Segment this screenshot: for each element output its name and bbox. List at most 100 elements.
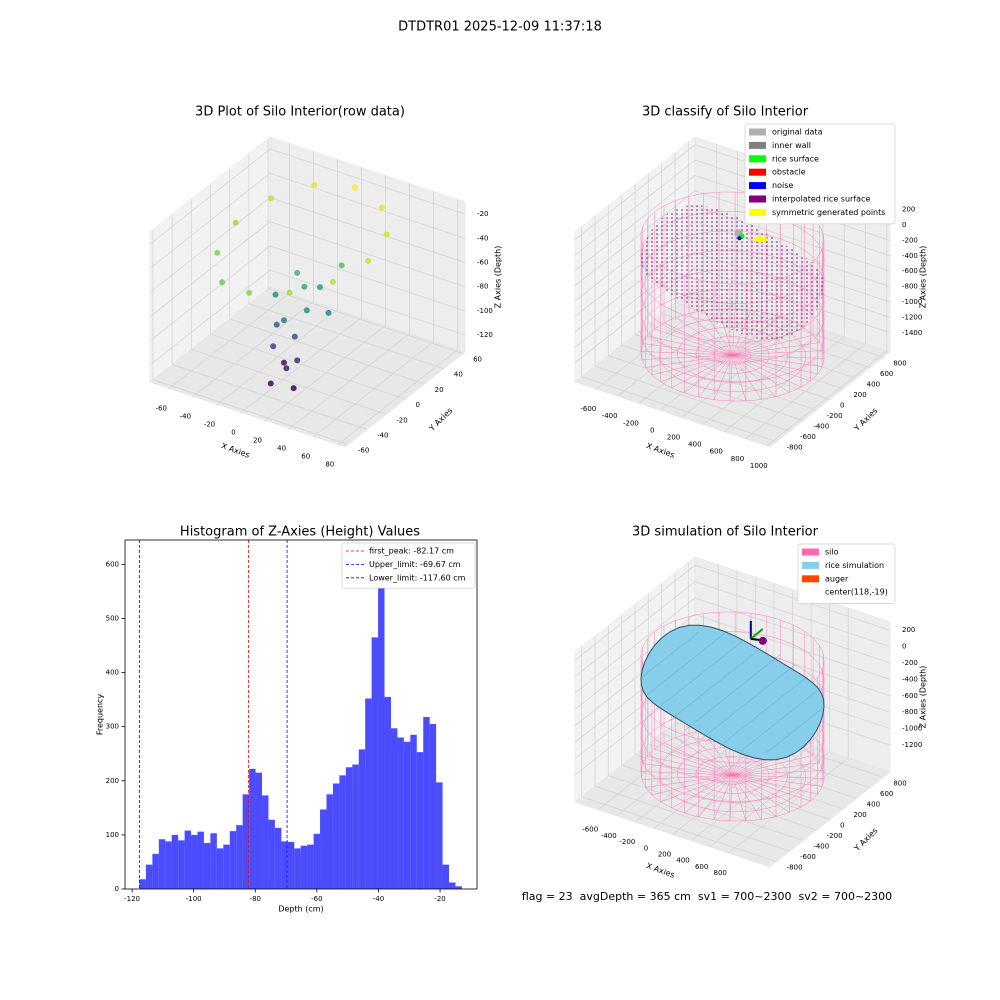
legend-swatch bbox=[802, 548, 819, 556]
bar bbox=[197, 831, 204, 889]
bar bbox=[178, 840, 185, 889]
bar bbox=[281, 841, 288, 889]
data-point bbox=[294, 357, 301, 364]
x-axis-label: X Axies bbox=[220, 441, 251, 460]
y-axis-label: Y Axies bbox=[427, 406, 455, 434]
silo-wire bbox=[732, 354, 790, 393]
bar bbox=[416, 752, 424, 889]
silo-wire bbox=[654, 328, 733, 356]
y-tick-label: -40 bbox=[377, 432, 388, 440]
legend-label: first_peak: -82.17 cm bbox=[369, 547, 454, 556]
silo-wire bbox=[713, 774, 733, 820]
silo-wire bbox=[651, 354, 733, 376]
z-tick-label: -80 bbox=[477, 283, 488, 291]
grid-line bbox=[607, 205, 804, 421]
silo-wire bbox=[732, 354, 811, 382]
chart-title: Histogram of Z-Axies (Height) Values bbox=[180, 525, 420, 540]
grid-line bbox=[581, 646, 777, 863]
data-point bbox=[365, 257, 372, 264]
x-tick-label: -400 bbox=[601, 832, 617, 840]
grid-line bbox=[647, 593, 844, 810]
y-tick-label: -400 bbox=[813, 423, 829, 431]
grid-line bbox=[661, 163, 857, 379]
auger bbox=[750, 628, 764, 640]
legend-label: Upper_limit: -69.67 cm bbox=[369, 560, 461, 569]
y-tick-label: -200 bbox=[827, 832, 843, 840]
bar bbox=[139, 879, 146, 889]
grid-line bbox=[745, 193, 866, 440]
silo-wire bbox=[671, 774, 733, 809]
grid-line bbox=[594, 216, 791, 432]
silo-wire bbox=[645, 354, 733, 368]
z-tick-label: -400 bbox=[902, 675, 918, 683]
chart-title: 3D classify of Silo Interior bbox=[642, 105, 809, 120]
silo-wire bbox=[642, 763, 733, 776]
x-tick-label: -600 bbox=[580, 405, 596, 413]
grid-line bbox=[723, 186, 845, 432]
point-cluster bbox=[737, 236, 742, 241]
silo-wire bbox=[677, 327, 788, 383]
data-point bbox=[329, 278, 336, 285]
grid-line bbox=[574, 597, 891, 694]
grid-line bbox=[766, 200, 888, 447]
silo-wire bbox=[695, 756, 770, 794]
silo-wire bbox=[660, 774, 733, 803]
x-tick-label: 600 bbox=[709, 448, 722, 456]
x-tick-label: 80 bbox=[325, 461, 334, 469]
grid-line bbox=[674, 152, 871, 369]
silo-wire bbox=[732, 354, 762, 400]
data-point bbox=[338, 262, 345, 269]
bar bbox=[262, 795, 269, 889]
x-tick-label: 400 bbox=[688, 441, 701, 449]
data-point bbox=[214, 249, 221, 256]
z-tick-label: -20 bbox=[477, 210, 488, 218]
z-tick-label: -400 bbox=[902, 252, 918, 260]
rice-surface bbox=[641, 205, 824, 340]
grid-line bbox=[574, 190, 891, 287]
y-tick-label: 200 bbox=[106, 777, 119, 785]
surface-wire bbox=[740, 690, 818, 752]
z-tick-label: -120 bbox=[477, 331, 493, 339]
y-tick-label: 400 bbox=[867, 800, 880, 808]
silo-wire bbox=[659, 737, 806, 813]
silo-wire bbox=[651, 774, 733, 796]
bar bbox=[191, 834, 198, 889]
grid-line bbox=[574, 564, 891, 661]
grid-line bbox=[248, 153, 445, 370]
legend-label: rice simulation bbox=[825, 561, 884, 570]
z-tick-label: 0 bbox=[902, 643, 906, 651]
grid-line bbox=[621, 195, 817, 411]
silo-wire bbox=[659, 317, 806, 393]
x-tick-label: 200 bbox=[658, 851, 671, 859]
grid-line bbox=[149, 221, 466, 317]
bar bbox=[390, 728, 398, 889]
grid-line bbox=[241, 167, 362, 413]
bar bbox=[287, 841, 295, 889]
legend-swatch bbox=[749, 182, 766, 190]
data-point bbox=[246, 289, 253, 296]
grid-line bbox=[289, 183, 410, 429]
y-tick-label: -400 bbox=[813, 843, 829, 851]
x-axis-label: Depth (cm) bbox=[278, 905, 323, 914]
grid-line bbox=[574, 614, 891, 710]
z-tick-label: -1400 bbox=[902, 329, 922, 337]
silo-wire bbox=[641, 774, 733, 780]
chart-title: 3D simulation of Silo Interior bbox=[632, 525, 819, 540]
silo-wire bbox=[729, 774, 733, 821]
z-axis-label: Z Axies (Depth) bbox=[494, 246, 503, 309]
grid-line bbox=[267, 138, 464, 354]
grid-line bbox=[190, 199, 387, 415]
y-tick-label: -200 bbox=[827, 412, 843, 420]
z-tick-label: -60 bbox=[477, 258, 488, 266]
x-tick-label: 800 bbox=[731, 455, 744, 463]
silo-wire bbox=[640, 308, 825, 402]
y-tick-label: 600 bbox=[880, 790, 893, 798]
z-tick-label: -600 bbox=[902, 692, 918, 700]
x-tick-label: 200 bbox=[667, 434, 680, 442]
silo-wire bbox=[641, 354, 733, 360]
silo-wire bbox=[698, 354, 733, 398]
grid-line bbox=[210, 184, 406, 400]
grid-line bbox=[661, 583, 857, 799]
legend-swatch bbox=[802, 575, 819, 583]
silo-wire bbox=[675, 317, 733, 356]
